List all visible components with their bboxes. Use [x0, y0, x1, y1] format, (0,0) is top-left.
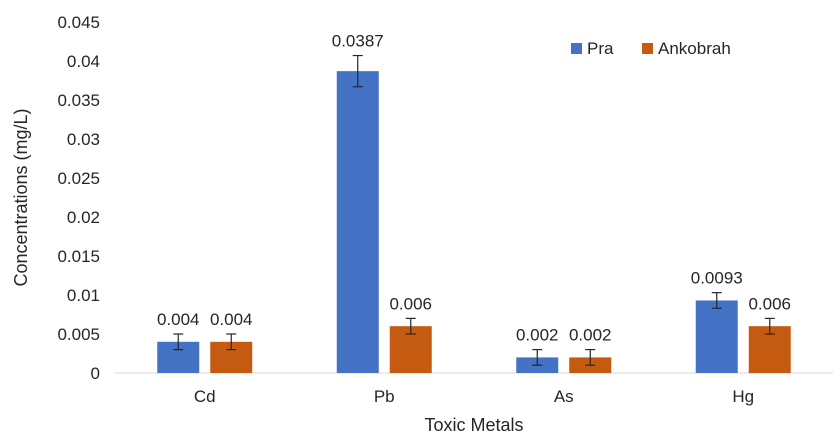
- data-labels-group: 0.004 0.004 0.0387 0.006 0.002 0.002 0.0093 0.0…: [157, 32, 791, 345]
- x-axis-title: Toxic Metals: [424, 415, 523, 435]
- error-bars-group: [173, 54, 775, 366]
- y-tick-label: 0.015: [57, 247, 100, 266]
- bar: [695, 300, 738, 373]
- y-tick-label: 0.02: [67, 208, 100, 227]
- x-axis-ticks: Cd Pb As Hg: [194, 387, 754, 406]
- legend-label: Pra: [587, 39, 614, 58]
- x-tick-label: Hg: [732, 387, 754, 406]
- bar: [336, 71, 379, 373]
- legend-swatch: [571, 43, 582, 54]
- legend-label: Ankobrah: [658, 39, 731, 58]
- data-label: 0.0387: [332, 32, 384, 51]
- y-tick-label: 0.035: [57, 91, 100, 110]
- y-axis-ticks: 0 0.005 0.01 0.015 0.02 0.025 0.03 0.035 0.04 0.0…: [57, 13, 100, 383]
- data-label: 0.002: [569, 326, 612, 345]
- data-label: 0.0093: [691, 269, 743, 288]
- x-tick-label: As: [554, 387, 574, 406]
- y-tick-label: 0.03: [67, 130, 100, 149]
- y-tick-label: 0.005: [57, 325, 100, 344]
- data-label: 0.006: [748, 294, 791, 313]
- x-tick-label: Pb: [374, 387, 395, 406]
- x-tick-label: Cd: [194, 387, 216, 406]
- legend-swatch: [642, 43, 653, 54]
- legend: Pra Ankobrah: [571, 39, 731, 58]
- data-label: 0.004: [157, 310, 200, 329]
- y-tick-label: 0.04: [67, 52, 100, 71]
- y-axis-title: Concentrations (mg/L): [11, 108, 31, 286]
- y-tick-label: 0.025: [57, 169, 100, 188]
- data-label: 0.006: [389, 294, 432, 313]
- y-tick-label: 0.01: [67, 286, 100, 305]
- data-label: 0.004: [210, 310, 253, 329]
- y-tick-label: 0.045: [57, 13, 100, 32]
- data-label: 0.002: [516, 326, 559, 345]
- y-tick-label: 0: [91, 364, 100, 383]
